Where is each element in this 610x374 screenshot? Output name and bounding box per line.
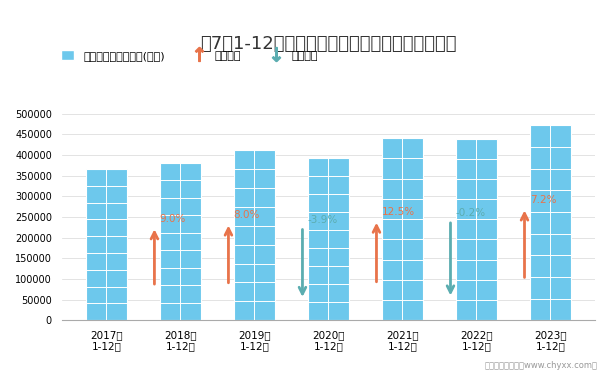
Bar [308, 158, 349, 320]
Bar [382, 138, 423, 320]
Text: 9.0%: 9.0% [160, 214, 186, 224]
Text: 12.5%: 12.5% [382, 207, 415, 217]
Bar [456, 139, 497, 320]
Text: 制图：智研咨询（www.chyxx.com）: 制图：智研咨询（www.chyxx.com） [485, 361, 598, 370]
Bar [86, 169, 127, 320]
Bar [234, 150, 274, 320]
Bar [160, 163, 201, 320]
Text: -3.9%: -3.9% [307, 215, 338, 225]
Legend: 社会消费品零售总额(亿元), 同比增加, 同比减少: 社会消费品零售总额(亿元), 同比增加, 同比减少 [57, 46, 322, 65]
Title: 近7年1-12月全国累计社会消费品零售总额统计图: 近7年1-12月全国累计社会消费品零售总额统计图 [200, 34, 457, 52]
Text: 7.2%: 7.2% [529, 195, 556, 205]
Bar [530, 125, 571, 320]
Text: -0.2%: -0.2% [456, 208, 486, 218]
Text: 8.0%: 8.0% [234, 210, 260, 220]
